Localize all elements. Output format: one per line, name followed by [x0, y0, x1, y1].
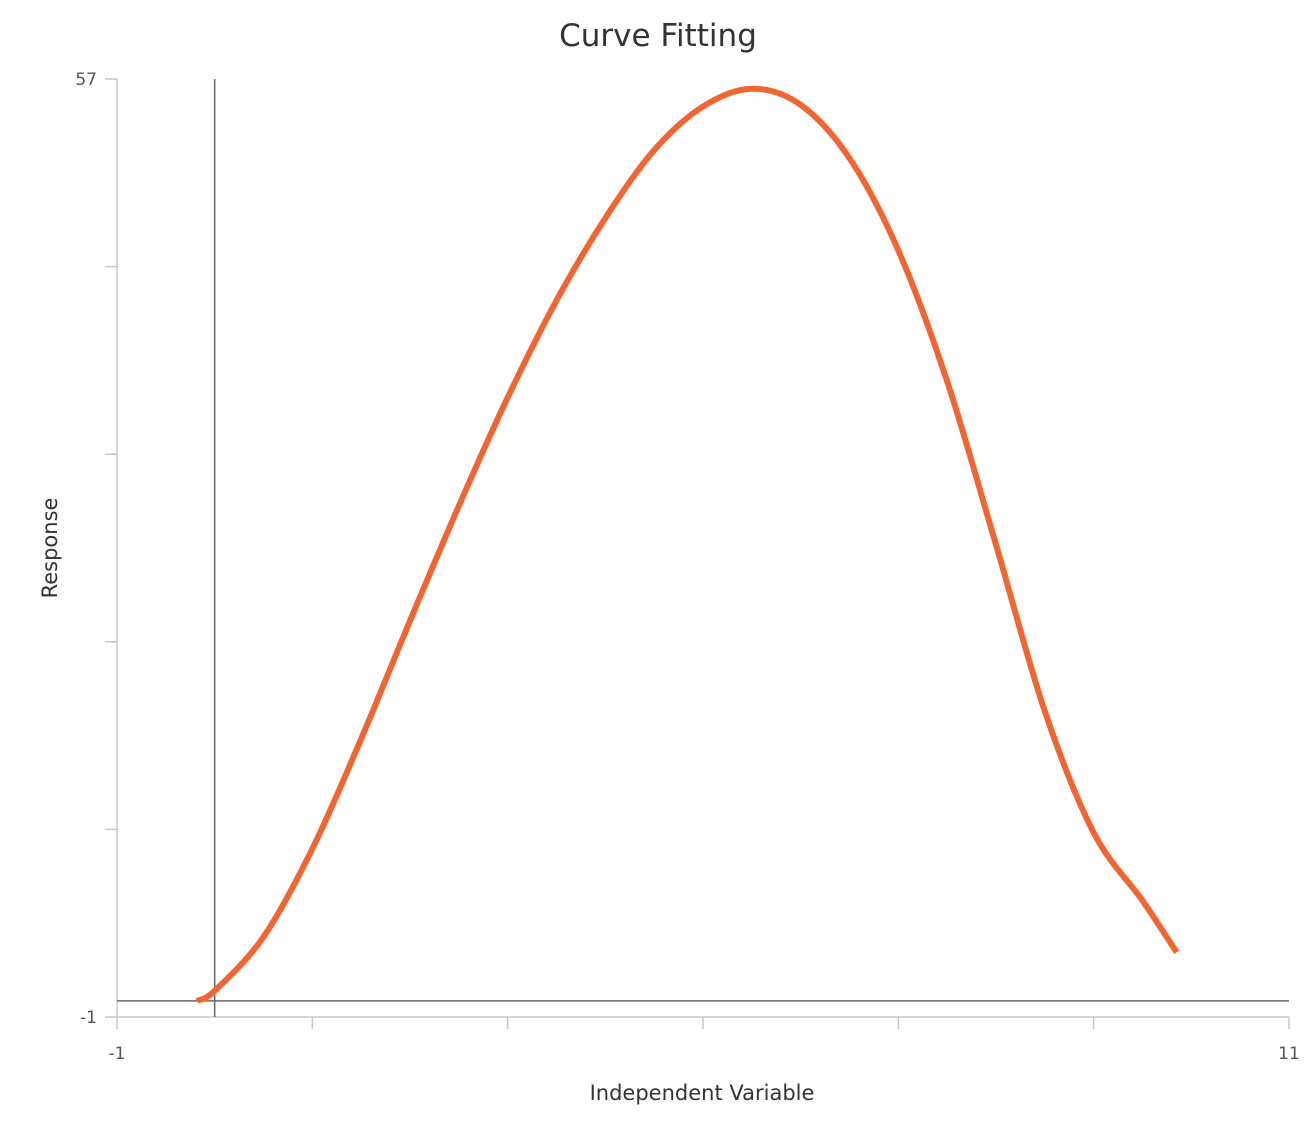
y-tick-label: -1: [80, 1008, 97, 1028]
axes: 57 -1 -1 11: [75, 70, 1299, 1064]
y-tick-label: 57: [75, 70, 97, 90]
x-tick-label: -1: [109, 1044, 126, 1064]
x-axis-label: Independent Variable: [590, 1081, 815, 1105]
y-axis-label: Response: [38, 498, 62, 599]
fitted-curve-line: [195, 85, 1180, 1004]
chart-title: Curve Fitting: [559, 18, 757, 54]
x-tick-label: 11: [1278, 1044, 1300, 1064]
zero-lines: [117, 79, 1289, 1017]
series-layer: [195, 85, 1180, 1004]
